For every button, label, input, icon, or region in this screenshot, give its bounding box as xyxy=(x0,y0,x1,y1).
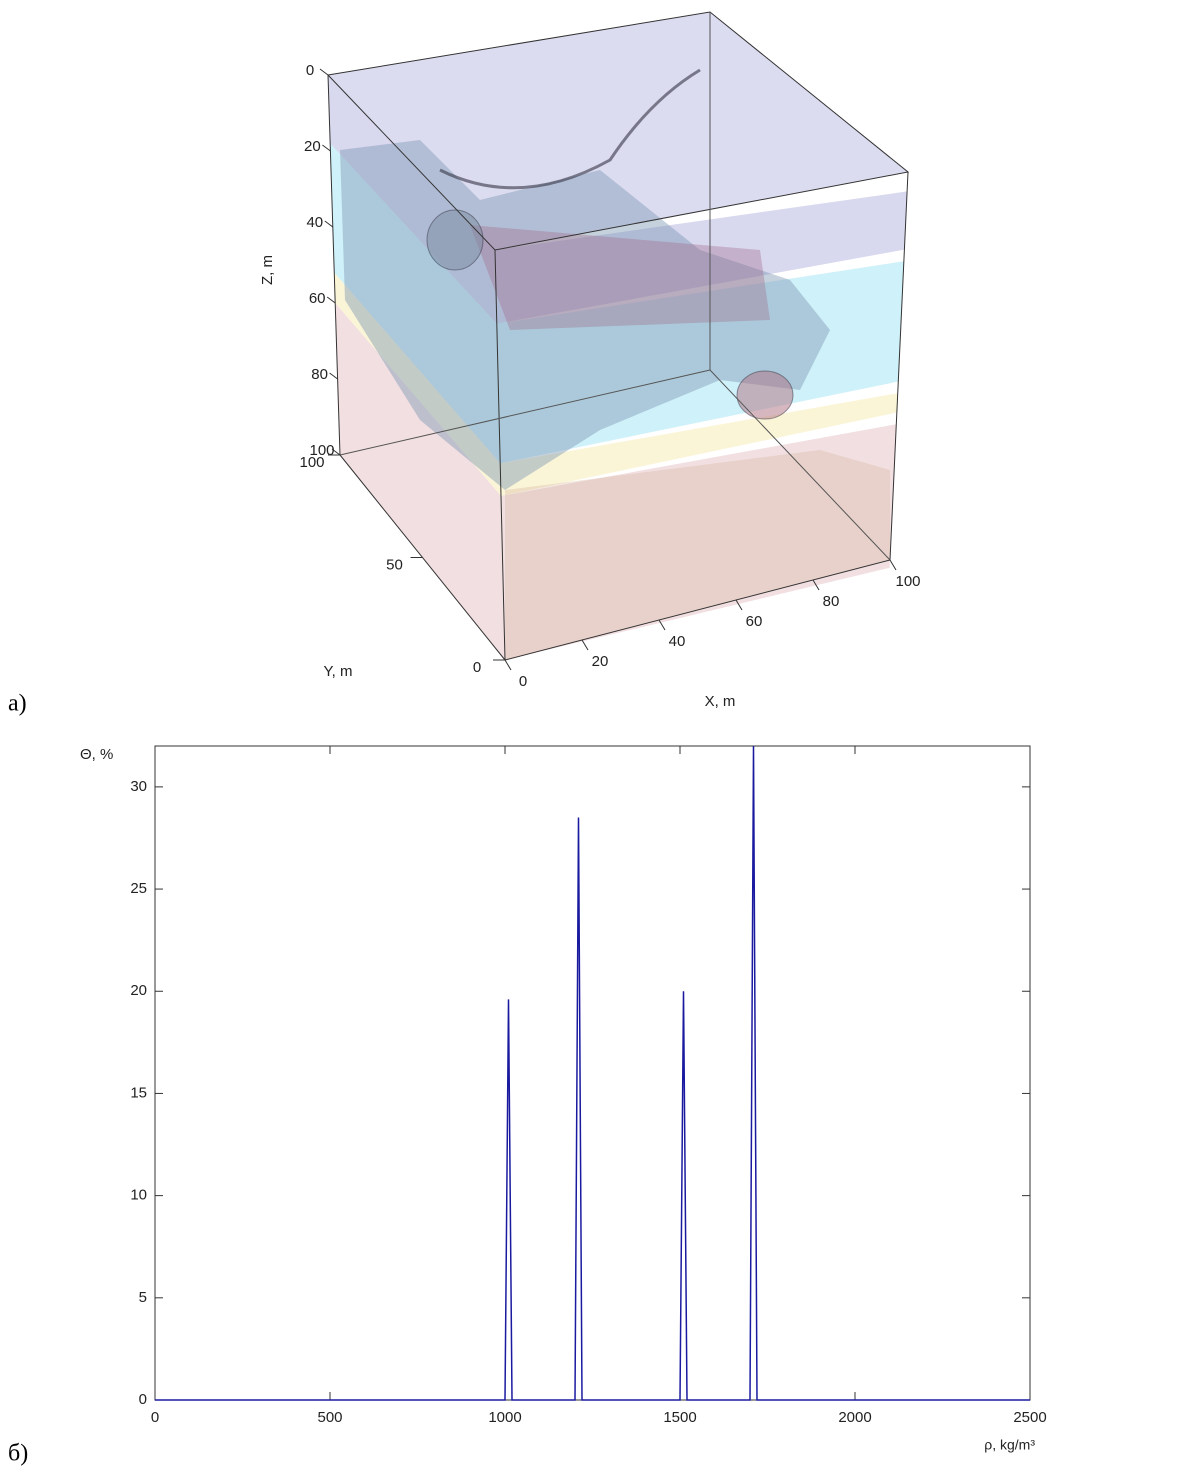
y-axis-label: Θ, % xyxy=(80,746,113,763)
layer xyxy=(496,261,904,464)
x-tick-label: 20 xyxy=(592,653,609,670)
box-edge xyxy=(504,559,891,661)
tick-mark xyxy=(326,296,336,304)
tick-mark xyxy=(889,559,897,571)
x-axis-label: ρ, kg/m³ xyxy=(984,1437,1035,1453)
surface-edge xyxy=(426,209,484,271)
z-tick-label: 0 xyxy=(306,62,314,79)
y-tick-label: 10 xyxy=(130,1187,147,1204)
layer xyxy=(328,12,908,250)
x-tick-label: 0 xyxy=(519,673,527,690)
box-edge xyxy=(494,249,506,661)
tick-mark xyxy=(658,619,666,631)
x-tick-label: 100 xyxy=(895,573,920,590)
x-tick-label: 40 xyxy=(669,633,686,650)
layer xyxy=(335,303,505,660)
z-tick-label: 40 xyxy=(306,214,323,231)
y-tick-label: 0 xyxy=(473,659,481,676)
tick-mark xyxy=(812,579,820,591)
y-tick-label: 25 xyxy=(130,880,147,897)
x-tick-label: 1000 xyxy=(488,1409,521,1426)
x-tick-label: 1500 xyxy=(663,1409,696,1426)
y-tick-label: 15 xyxy=(130,1084,147,1101)
surface xyxy=(505,450,890,660)
tick-mark xyxy=(329,372,338,380)
y-axis-label: Y, m xyxy=(324,663,353,680)
surface-edge xyxy=(736,370,794,420)
x-tick-label: 2000 xyxy=(838,1409,871,1426)
y-tick-label: 0 xyxy=(139,1391,147,1408)
tick-mark xyxy=(581,639,589,651)
layer xyxy=(501,424,897,660)
x-tick-label: 60 xyxy=(746,613,763,630)
layer xyxy=(500,393,898,496)
z-tick-label: 80 xyxy=(311,366,328,383)
tick-mark xyxy=(504,659,512,671)
layer xyxy=(330,143,501,464)
panel-label: б) xyxy=(8,1441,28,1467)
model-volume xyxy=(328,12,908,660)
y-tick-label: 30 xyxy=(130,778,147,795)
tick-mark xyxy=(324,220,334,228)
x-tick-label: 500 xyxy=(317,1409,342,1426)
y-tick-label: 50 xyxy=(386,556,403,573)
panel-label: а) xyxy=(8,691,27,717)
y-tick-label: 5 xyxy=(139,1289,147,1306)
x-tick-label: 2500 xyxy=(1013,1409,1046,1426)
x-axis-label: X, m xyxy=(705,693,736,710)
z-tick-label: 20 xyxy=(304,138,321,155)
tick-mark xyxy=(331,448,341,456)
x-tick-label: 0 xyxy=(151,1409,159,1426)
z-axis-label: Z, m xyxy=(259,255,276,285)
data-line xyxy=(155,745,1030,1401)
box-edge xyxy=(889,171,909,561)
tick-mark xyxy=(322,144,331,152)
y-tick-label: 100 xyxy=(299,454,324,471)
y-tick-label: 20 xyxy=(130,982,147,999)
box-edge xyxy=(709,369,891,561)
z-tick-label: 60 xyxy=(309,290,326,307)
layer xyxy=(495,191,908,324)
box-edge xyxy=(327,74,341,456)
tick-mark xyxy=(735,599,743,611)
box-edge xyxy=(339,369,711,456)
surface-edge xyxy=(439,68,701,190)
layer xyxy=(334,272,501,496)
surface xyxy=(470,225,770,330)
x-tick-label: 80 xyxy=(823,593,840,610)
tick-mark xyxy=(319,68,329,76)
